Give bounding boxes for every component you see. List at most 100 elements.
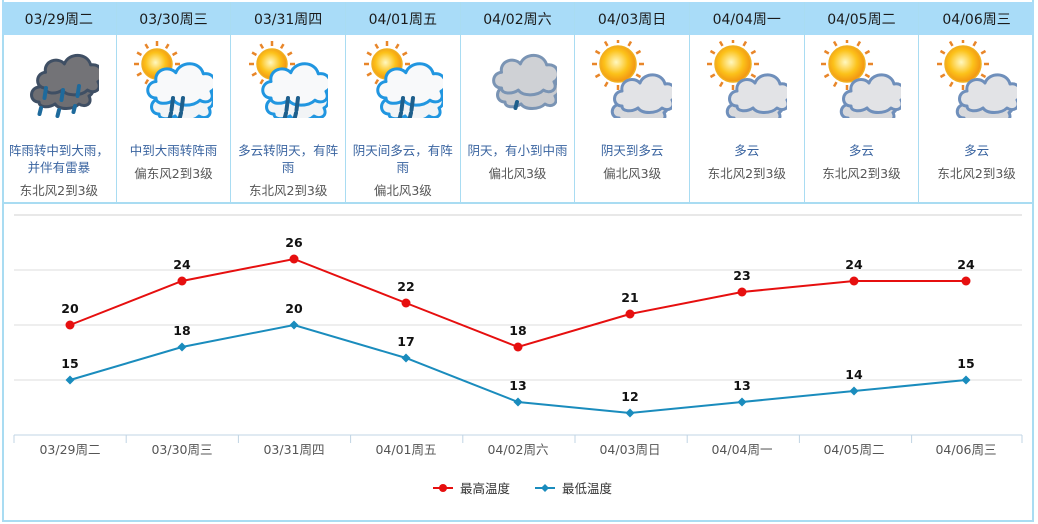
data-label: 13 bbox=[733, 378, 750, 393]
wind-info: 偏北风3级 bbox=[603, 166, 662, 181]
data-label: 21 bbox=[621, 290, 638, 305]
day-date: 04/04周一 bbox=[689, 2, 804, 35]
legend-low-label: 最低温度 bbox=[562, 481, 613, 496]
x-tick-label: 03/29周二 bbox=[39, 442, 100, 457]
sun-icon bbox=[592, 38, 645, 90]
data-label: 15 bbox=[61, 356, 78, 371]
wind-info: 偏东风2到3级 bbox=[134, 166, 213, 181]
legend-high-marker-icon bbox=[433, 483, 453, 492]
chart-legend: 最高温度 最低温度 bbox=[432, 478, 612, 497]
x-tick-label: 04/02周六 bbox=[487, 442, 548, 457]
day-column: 04/03周日 阴天到多云 偏北风3级 bbox=[575, 2, 690, 202]
low-temp-point[interactable] bbox=[625, 408, 635, 418]
wind-info: 东北风2到3级 bbox=[19, 183, 99, 198]
high-temp-point[interactable] bbox=[625, 309, 635, 319]
high-temp-point[interactable] bbox=[65, 320, 75, 330]
low-temp-point[interactable] bbox=[513, 397, 523, 407]
wind-info: 东北风2到3级 bbox=[937, 166, 1016, 181]
legend-high-label: 最高温度 bbox=[460, 481, 511, 496]
weather-description: 阵雨转中到大雨，并伴有雷暴 bbox=[8, 143, 109, 175]
data-label: 18 bbox=[173, 323, 190, 338]
low-temp-point[interactable] bbox=[177, 342, 187, 352]
day-column: 04/05周二 多云 东北风2到3级 bbox=[804, 2, 920, 202]
data-label: 20 bbox=[61, 301, 79, 316]
weather-description: 阴天间多云，有阵雨 bbox=[352, 143, 453, 175]
x-tick-label: 04/06周三 bbox=[935, 442, 996, 457]
low-temp-point[interactable] bbox=[961, 375, 971, 385]
weather-description: 阴天，有小到中雨 bbox=[467, 143, 568, 158]
day-column: 03/31周四 多云转阴天，有阵雨 东北风2到3级 bbox=[231, 2, 346, 202]
weather-description: 多云 bbox=[964, 143, 990, 158]
data-label: 24 bbox=[173, 257, 191, 272]
day-column: 04/04周一 多云 东北风2到3级 bbox=[689, 2, 805, 202]
data-label: 13 bbox=[509, 378, 526, 393]
high-temp-point[interactable] bbox=[961, 276, 971, 286]
x-tick-label: 04/04周一 bbox=[711, 442, 772, 457]
sun-cloud-rain-icon bbox=[248, 40, 333, 122]
high-temp-point[interactable] bbox=[177, 276, 187, 286]
x-tick-label: 04/03周日 bbox=[599, 442, 660, 457]
sun-icon bbox=[706, 38, 759, 90]
day-date: 03/29周二 bbox=[2, 2, 116, 35]
low-temp-point[interactable] bbox=[849, 386, 859, 396]
high-temp-point[interactable] bbox=[849, 276, 859, 286]
high-temp-point[interactable] bbox=[513, 342, 523, 352]
low-temp-point[interactable] bbox=[737, 397, 747, 407]
day-date: 03/31周四 bbox=[231, 2, 345, 35]
data-label: 26 bbox=[285, 235, 303, 250]
day-column: 03/29周二 阵雨转中到大雨，并伴有雷暴 东北风2到3级 bbox=[2, 2, 117, 202]
daily-forecast-row: 03/29周二 阵雨转中到大雨，并伴有雷暴 东北风2到3级 03/30周三 中到… bbox=[2, 2, 1034, 202]
x-tick-label: 03/31周四 bbox=[263, 442, 324, 457]
wind-info: 偏北风3级 bbox=[488, 166, 547, 181]
day-date: 04/03周日 bbox=[575, 2, 689, 35]
day-date: 04/02周六 bbox=[460, 2, 575, 35]
sun-icon bbox=[821, 38, 874, 90]
data-label: 17 bbox=[397, 334, 414, 349]
sun-cloud-rain-icon bbox=[363, 40, 447, 122]
wind-info: 东北风2到3级 bbox=[707, 166, 786, 181]
sun-cloudy-icon bbox=[821, 38, 908, 126]
low-temp-point[interactable] bbox=[289, 320, 299, 330]
divider bbox=[2, 202, 1034, 204]
data-label: 12 bbox=[621, 389, 638, 404]
data-label: 20 bbox=[285, 301, 303, 316]
data-label: 14 bbox=[845, 367, 863, 382]
x-tick-label: 04/05周二 bbox=[823, 442, 884, 457]
weather-description: 多云 bbox=[848, 143, 874, 158]
sun-cloud-rain-icon bbox=[133, 40, 218, 122]
wind-info: 偏北风3级 bbox=[373, 183, 432, 198]
day-column: 03/30周三 中到大雨转阵雨 偏东风2到3级 bbox=[116, 2, 232, 202]
weather-description: 中到大雨转阵雨 bbox=[129, 143, 218, 158]
day-date: 04/06周三 bbox=[919, 2, 1034, 35]
high-temp-point[interactable] bbox=[289, 254, 299, 264]
low-temp-point[interactable] bbox=[65, 375, 75, 385]
wind-info: 东北风2到3级 bbox=[248, 183, 328, 198]
day-date: 03/30周三 bbox=[116, 2, 231, 35]
low-temp-point[interactable] bbox=[401, 353, 411, 363]
data-label: 18 bbox=[509, 323, 526, 338]
weather-description: 阴天到多云 bbox=[600, 143, 664, 158]
x-tick-label: 03/30周三 bbox=[151, 442, 212, 457]
data-label: 24 bbox=[845, 257, 863, 272]
day-column: 04/06周三 多云 东北风2到3级 bbox=[919, 2, 1034, 202]
day-column: 04/01周五 阴天间多云，有阵雨 偏北风3级 bbox=[345, 2, 461, 202]
day-column: 04/02周六 阴天，有小到中雨 偏北风3级 bbox=[460, 2, 576, 202]
wind-info: 东北风2到3级 bbox=[822, 166, 901, 181]
data-label: 15 bbox=[957, 356, 974, 371]
legend-item-low[interactable]: 最低温度 bbox=[534, 478, 612, 497]
legend-low-marker-icon bbox=[535, 483, 556, 492]
high-temp-point[interactable] bbox=[401, 298, 411, 308]
day-date: 04/05周二 bbox=[804, 2, 919, 35]
sun-cloudy-icon bbox=[592, 38, 678, 126]
data-label: 22 bbox=[397, 279, 414, 294]
high-temp-point[interactable] bbox=[737, 287, 747, 297]
day-date: 04/01周五 bbox=[345, 2, 460, 35]
data-label: 24 bbox=[957, 257, 975, 272]
sun-icon bbox=[936, 38, 989, 90]
top-strip bbox=[0, 0, 1036, 2]
legend-item-high[interactable]: 最高温度 bbox=[432, 478, 510, 497]
weather-description: 多云转阴天，有阵雨 bbox=[238, 143, 339, 175]
weather-description: 多云 bbox=[734, 143, 760, 158]
